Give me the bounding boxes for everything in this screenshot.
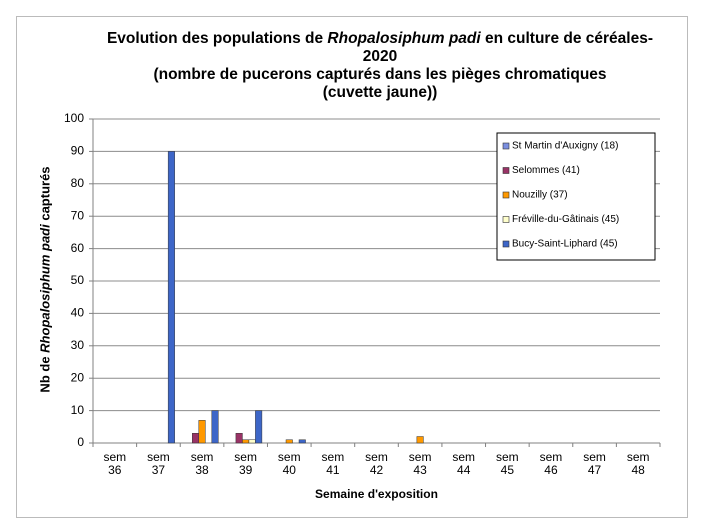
bar [192, 433, 200, 444]
legend-label: Nouzilly (37) [512, 190, 568, 201]
bar [211, 410, 219, 444]
y-tick-label: 100 [64, 111, 84, 125]
legend-label: Bucy-Saint-Liphard (45) [512, 239, 618, 250]
y-tick-label: 40 [71, 306, 85, 320]
title-part: Rhopalosiphum padi [327, 30, 481, 47]
bar [255, 410, 263, 444]
x-tick-label: sem 46 [539, 450, 563, 477]
x-tick-label: sem 44 [452, 450, 476, 477]
bar [416, 436, 424, 444]
legend-swatch [502, 191, 510, 199]
bar [242, 439, 250, 444]
x-tick-label: sem 47 [583, 450, 606, 477]
x-tick-label: sem 42 [365, 450, 388, 477]
bar [248, 439, 256, 444]
y-tick-label: 70 [71, 208, 85, 222]
chart-subtitle: (nombre de pucerons capturés dans les pi… [153, 66, 607, 101]
bar [285, 439, 293, 444]
legend-label: Fréville-du-Gâtinais (45) [512, 214, 619, 225]
bar [235, 433, 243, 444]
y-tick-label: 20 [71, 370, 85, 384]
chart-frame [16, 16, 688, 518]
x-tick-label: sem 38 [190, 450, 214, 477]
y-tick-label: 80 [71, 176, 85, 190]
y-tick-label: 50 [71, 273, 85, 287]
legend-swatch [502, 142, 510, 150]
x-tick-label: sem 48 [626, 450, 650, 477]
legend-swatch [502, 216, 510, 223]
y-tick-label: 0 [77, 435, 84, 449]
bar [198, 420, 206, 444]
x-axis-label: Semaine d'exposition [315, 487, 438, 501]
x-tick-label: sem 36 [103, 450, 127, 477]
y-tick-label: 60 [71, 241, 85, 255]
chart-title: Evolution des populations de Rhopalosiph… [100, 30, 660, 102]
x-tick-label: sem 40 [277, 450, 301, 477]
legend-box [496, 132, 656, 261]
bar [167, 151, 175, 444]
legend-swatch [502, 167, 510, 174]
title-part: Evolution des populations de [106, 30, 328, 47]
x-tick-label: sem 41 [321, 450, 345, 477]
x-tick-label: sem 45 [496, 450, 519, 477]
x-tick-label: sem 39 [234, 450, 257, 477]
legend-swatch [502, 240, 510, 248]
legend-label: Selommes (41) [512, 165, 580, 176]
y-tick-label: 30 [71, 338, 85, 352]
bar [298, 439, 306, 444]
x-tick-label: sem 43 [408, 450, 432, 477]
y-tick-label: 90 [71, 144, 85, 158]
x-tick-label: sem 37 [147, 450, 170, 477]
legend-label: St Martin d'Auxigny (18) [512, 141, 618, 152]
title-part: en culture de céréales- 2020 [362, 30, 654, 65]
y-tick-label: 10 [71, 403, 85, 417]
